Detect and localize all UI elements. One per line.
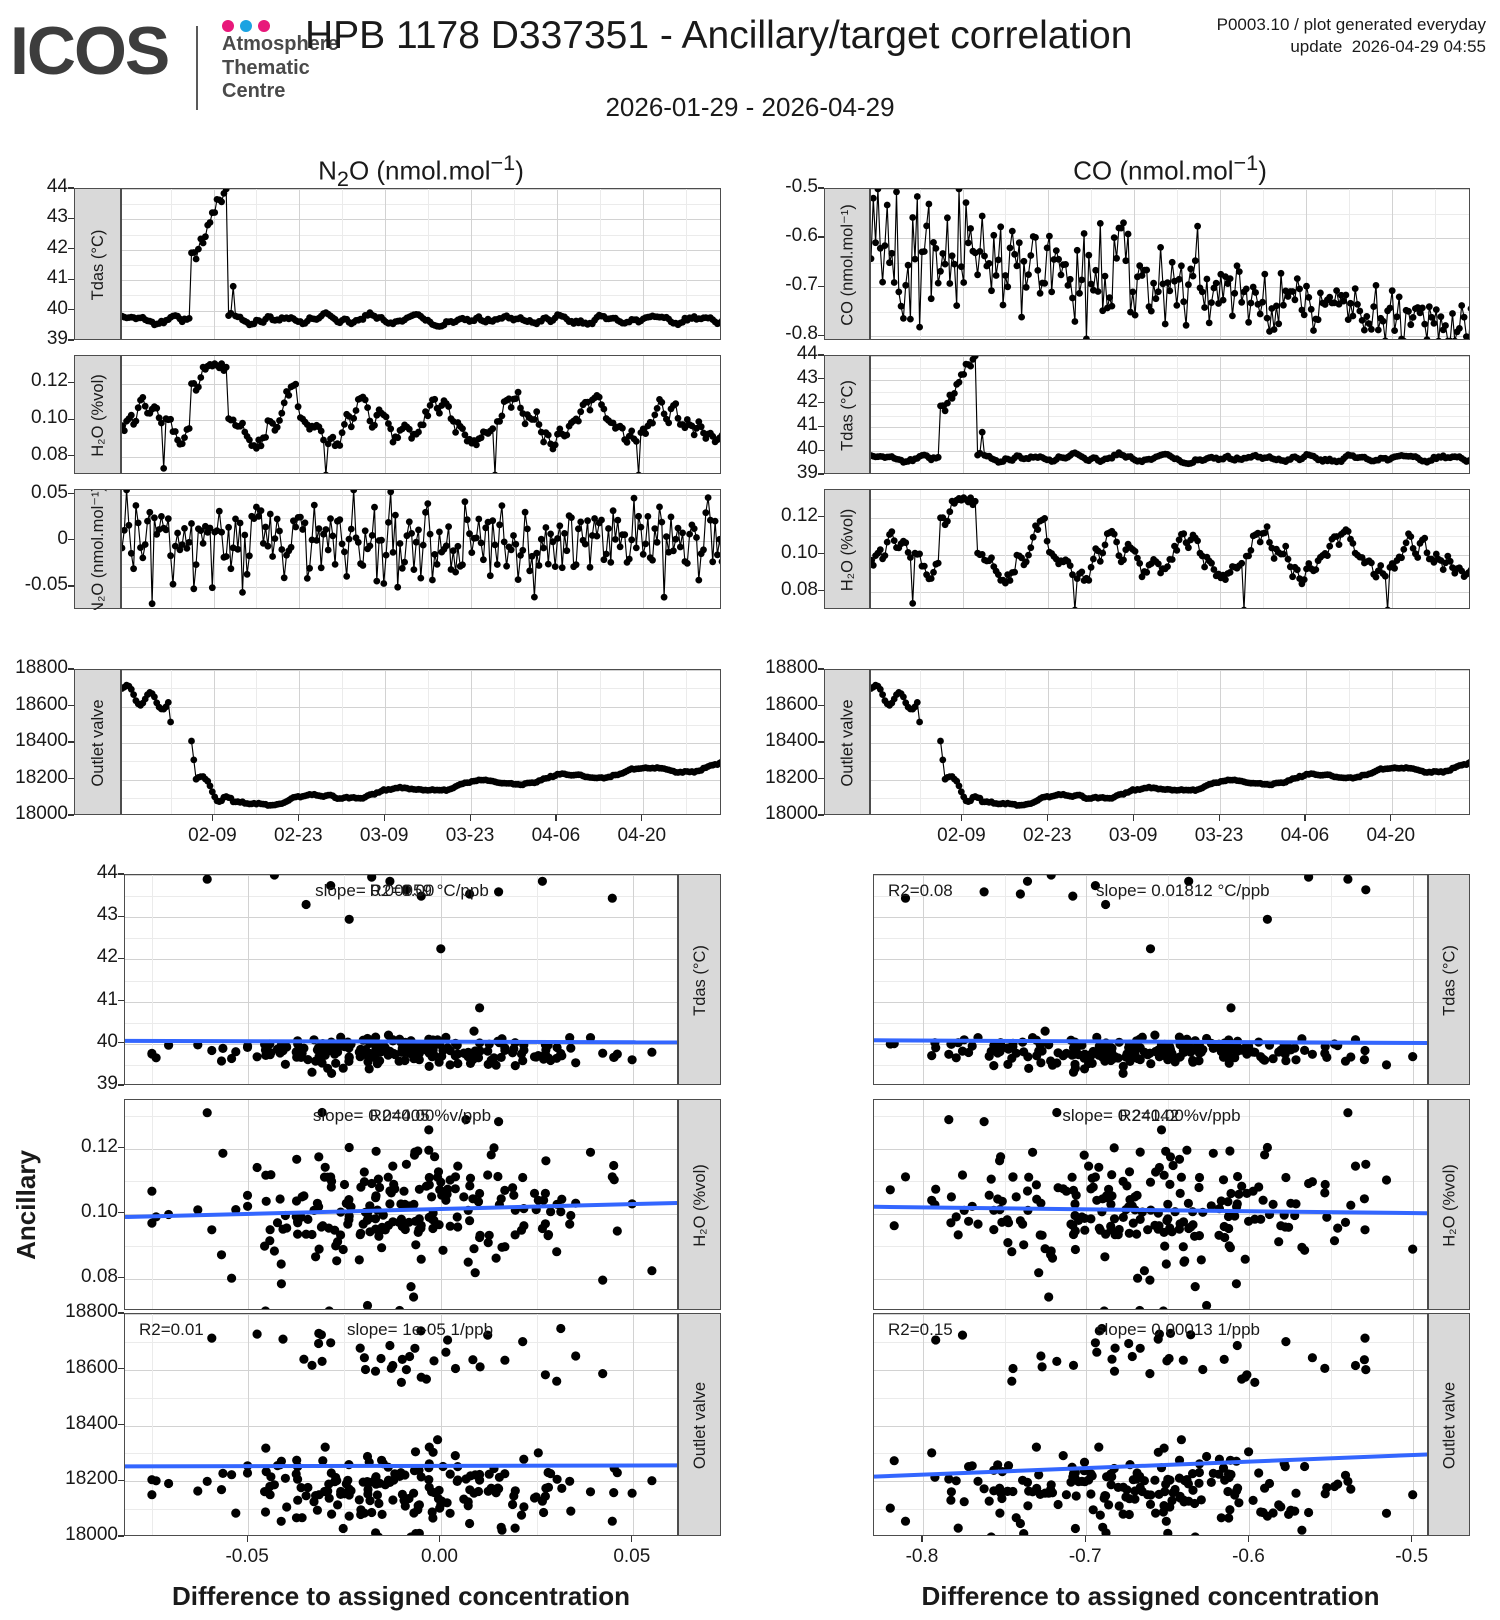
svg-text:Outlet valve: Outlet valve: [89, 699, 107, 786]
svg-text:Tdas (°C): Tdas (°C): [691, 945, 709, 1016]
svg-text:N₂O (nmol.mol⁻¹): N₂O (nmol.mol⁻¹): [89, 490, 107, 610]
svg-text:CO (nmol.mol⁻¹): CO (nmol.mol⁻¹): [838, 204, 856, 325]
svg-text:Tdas (°C): Tdas (°C): [838, 380, 856, 451]
svg-text:Outlet valve: Outlet valve: [1440, 1382, 1458, 1469]
svg-text:H₂O (%vol): H₂O (%vol): [691, 1164, 709, 1247]
svg-text:Ancillary: Ancillary: [11, 1150, 41, 1260]
svg-text:H₂O (%vol): H₂O (%vol): [89, 374, 107, 457]
svg-text:H₂O (%vol): H₂O (%vol): [1440, 1164, 1458, 1247]
svg-text:Outlet valve: Outlet valve: [838, 699, 856, 786]
svg-text:Tdas (°C): Tdas (°C): [89, 230, 107, 301]
svg-text:Outlet valve: Outlet valve: [691, 1382, 709, 1469]
svg-text:H₂O (%vol): H₂O (%vol): [838, 509, 856, 592]
svg-text:Tdas (°C): Tdas (°C): [1440, 945, 1458, 1016]
